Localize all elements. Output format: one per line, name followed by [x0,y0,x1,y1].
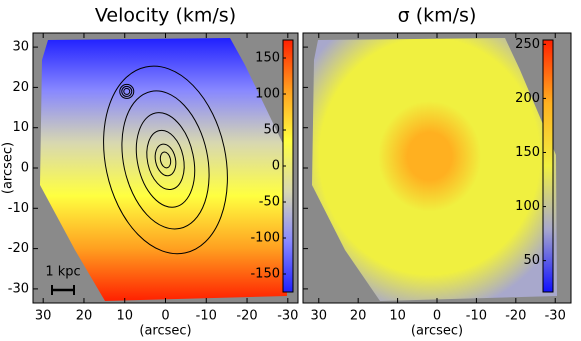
contour [146,129,185,191]
kinematic-map [312,38,557,301]
x-tick-label: -10 [196,309,217,324]
x-tick-label: -20 [236,309,257,324]
x-axis-label: (arcsec) [411,324,463,339]
colorbar-tick-label: 100 [255,87,280,102]
contour [103,65,228,255]
contour [123,87,131,95]
colorbar-tick-label: -100 [250,231,280,246]
x-tick-label: 30 [310,309,327,324]
x-tick-label: 30 [35,309,52,324]
contour [121,85,133,97]
colorbar-tick-label: 250 [515,37,540,52]
x-tick-label: 0 [161,309,169,324]
y-tick-label: -10 [8,201,29,216]
y-tick-label: 30 [12,40,29,55]
x-tick-label: 20 [76,309,93,324]
x-tick-label: -10 [466,309,487,324]
kinematic-map [40,38,287,301]
x-tick-label: -30 [545,309,566,324]
colorbar-tick-label: -50 [259,195,280,210]
x-tick-label: 20 [350,309,367,324]
colorbar-tick-label: 200 [515,91,540,106]
colorbar-tick-label: 0 [272,159,280,174]
colorbar-tick-label: 150 [255,51,280,66]
chart-title: σ (km/s) [398,5,477,27]
colorbar-tick-label: 50 [263,123,280,138]
contour [159,151,172,169]
y-axis-label: (arcsec) [1,142,16,194]
y-tick-label: -30 [8,281,29,296]
colorbar-tick-label: 100 [515,199,540,214]
colorbar-tick-label: 50 [523,253,540,268]
y-tick-label: 0 [21,161,29,176]
contour [121,90,210,230]
y-tick-label: 10 [12,120,29,135]
x-axis-label: (arcsec) [139,324,191,339]
colorbar-tick-label: -150 [250,267,280,282]
contour [119,83,135,99]
x-tick-label: -30 [277,309,298,324]
chart-title: Velocity (km/s) [95,5,236,27]
contour [154,143,177,177]
y-tick-label: -20 [8,241,29,256]
x-tick-label: 10 [389,309,406,324]
colorbar [542,39,554,293]
x-tick-label: 0 [433,309,441,324]
x-tick-label: -20 [505,309,526,324]
x-tick-label: 10 [116,309,133,324]
y-tick-label: 20 [12,80,29,95]
contour [135,112,196,208]
colorbar-tick-label: 150 [515,145,540,160]
annotation: 1 kpc [45,265,80,280]
